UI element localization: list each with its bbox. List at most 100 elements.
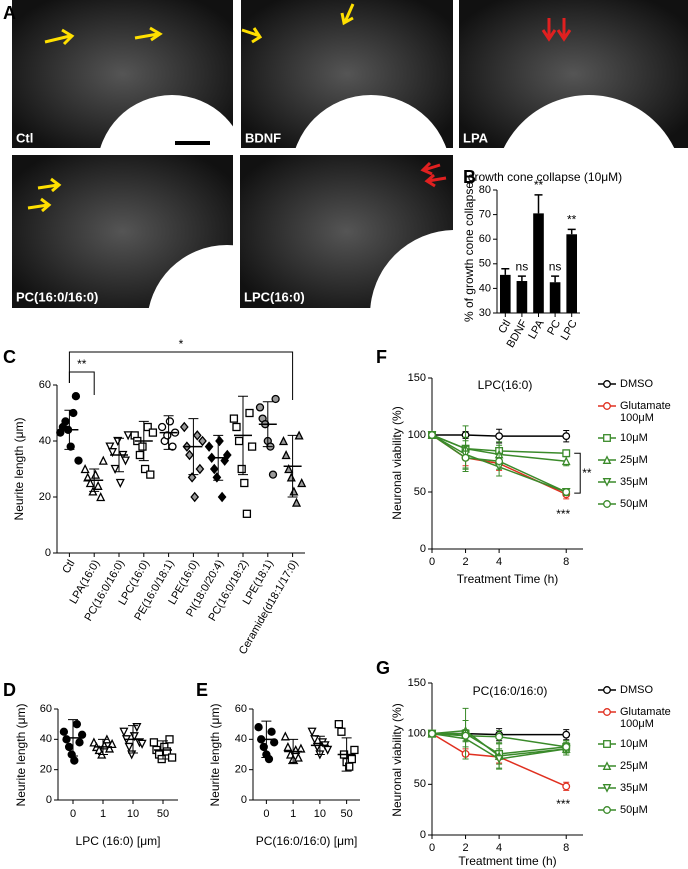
legend-swatch xyxy=(598,500,616,508)
panel-letter: F xyxy=(376,347,387,367)
panel-letter: B xyxy=(463,167,476,187)
bar xyxy=(533,213,544,313)
marker xyxy=(281,450,291,460)
marker xyxy=(234,436,244,446)
significance-bracket xyxy=(68,351,294,400)
sd-bar xyxy=(158,740,168,760)
y-axis-label: Neuronal viability (%) xyxy=(390,406,404,519)
y-tick-label: 40 xyxy=(40,733,52,745)
legend-entry: Glutamate 100μM xyxy=(598,706,678,730)
series-line xyxy=(431,434,567,462)
legend-label: 35μM xyxy=(620,476,648,488)
y-tick-label: 50 xyxy=(414,778,426,790)
x-tick-label: 0 xyxy=(429,842,435,854)
marker xyxy=(127,750,137,760)
marker xyxy=(107,448,118,458)
marker xyxy=(278,436,289,446)
marker xyxy=(562,449,571,458)
legend-label: Glutamate 100μM xyxy=(620,400,671,424)
marker xyxy=(240,478,249,488)
marker xyxy=(119,727,129,737)
bar xyxy=(566,234,578,313)
marker xyxy=(229,414,239,423)
y-tick-label: 60 xyxy=(40,703,52,715)
marker xyxy=(259,742,268,752)
marker xyxy=(286,472,296,482)
marker xyxy=(347,754,356,764)
marker xyxy=(62,735,71,744)
y-tick-label: 100 xyxy=(408,728,426,740)
legend-entry: 50μM xyxy=(598,804,678,816)
x-tick-label: 10 xyxy=(314,808,326,820)
x-tick-label: 8 xyxy=(563,842,569,854)
x-axis-label: PC(16:0/16:0) [μm] xyxy=(256,834,358,848)
marker xyxy=(192,430,202,441)
series-line xyxy=(432,434,567,437)
marker xyxy=(242,509,252,518)
marker xyxy=(562,730,571,739)
marker xyxy=(267,727,276,736)
micrograph xyxy=(12,0,233,148)
legend-swatch xyxy=(598,380,616,388)
marker xyxy=(495,732,504,741)
marker xyxy=(247,442,257,451)
significance-label: ** xyxy=(582,466,592,480)
marker xyxy=(165,417,175,426)
marker xyxy=(137,739,147,749)
x-axis-label: Treatment time (h) xyxy=(458,854,556,868)
error-bar xyxy=(517,275,526,282)
sd-bar xyxy=(238,395,248,476)
legend-swatch xyxy=(598,784,616,793)
y-tick-label: 0 xyxy=(46,794,52,806)
sd-bar xyxy=(213,434,224,481)
y-tick-label: 100 xyxy=(408,429,426,441)
marker xyxy=(428,431,436,439)
marker xyxy=(310,735,320,745)
marker xyxy=(215,435,224,447)
marker xyxy=(603,402,611,410)
marker xyxy=(562,782,571,791)
series-line xyxy=(431,434,567,493)
significance-bracket xyxy=(574,452,581,494)
marker xyxy=(110,464,120,474)
significance-label: *** xyxy=(556,797,570,811)
micrograph xyxy=(12,155,233,308)
marker xyxy=(74,456,83,465)
marker xyxy=(123,431,133,441)
significance-label: ** xyxy=(77,357,87,371)
marker xyxy=(307,727,317,737)
sd-bar xyxy=(287,434,298,498)
legend-label: 50μM xyxy=(620,498,648,510)
marker xyxy=(179,421,189,433)
y-tick-label: 0 xyxy=(420,829,426,841)
sd-bar xyxy=(98,738,108,755)
x-tick-label: 8 xyxy=(563,556,569,568)
x-tick-label: 1 xyxy=(290,808,296,820)
marker xyxy=(271,394,280,404)
legend-label: 10μM xyxy=(620,432,648,444)
caption: BDNF xyxy=(245,130,281,145)
marker xyxy=(105,442,115,452)
y-tick-label: 60 xyxy=(39,379,51,391)
marker xyxy=(148,428,158,437)
marker xyxy=(603,740,611,748)
bar xyxy=(516,281,528,313)
marker xyxy=(61,417,70,426)
y-tick-label: 30 xyxy=(479,307,491,319)
x-tick-label: 10 xyxy=(127,808,139,820)
marker xyxy=(280,731,290,741)
legend-label: 10μM xyxy=(620,738,648,750)
legend-label: Glutamate 100μM xyxy=(620,706,671,730)
y-tick-label: 20 xyxy=(39,491,51,503)
y-tick-label: 60 xyxy=(479,233,491,245)
scale-bar xyxy=(175,141,210,145)
marker xyxy=(167,753,177,762)
x-tick-label: 50 xyxy=(341,808,353,820)
legend-swatch xyxy=(598,806,616,814)
marker xyxy=(603,434,611,442)
legend-swatch xyxy=(598,434,616,442)
legend-entry: 10μM xyxy=(598,738,678,750)
marker xyxy=(132,723,142,733)
x-tick-label: 0 xyxy=(263,808,269,820)
significance-label: ns xyxy=(549,259,562,273)
